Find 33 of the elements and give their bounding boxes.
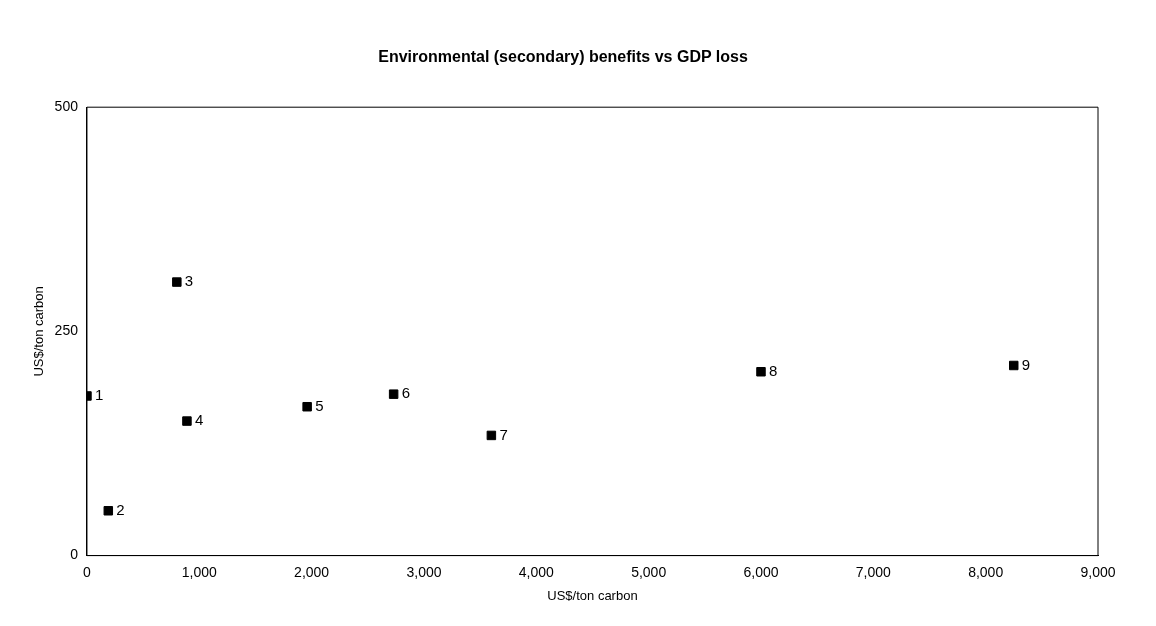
point [172, 277, 182, 287]
chart-title: Environmental (secondary) benefits vs GDP loss [378, 48, 748, 66]
point [182, 416, 192, 426]
annotation: 6 [401, 384, 410, 402]
point [103, 506, 114, 516]
point [486, 430, 497, 441]
x-tick-label: 6,000 [743, 563, 779, 580]
point [1009, 360, 1019, 371]
annotation: 2 [116, 500, 125, 518]
x-tick-label: 0 [83, 563, 92, 580]
annotation: 8 [768, 361, 778, 379]
point [756, 367, 766, 377]
x-tick-label: 9,000 [1080, 563, 1116, 580]
annotation: 5 [315, 396, 324, 414]
x-tick-label: 3,000 [406, 563, 442, 580]
point [388, 389, 399, 399]
x-tick-label: 7,000 [855, 563, 892, 580]
y-tick-label: 500 [54, 98, 79, 115]
x-tick-label: 8,000 [968, 563, 1004, 580]
annotation: 1 [94, 386, 104, 404]
x-tick-label: 5,000 [631, 563, 667, 580]
x-tick-label: 1,000 [181, 563, 218, 580]
point [302, 401, 312, 412]
x-tick-label: 2,000 [294, 563, 330, 580]
y-tick-label: 250 [54, 322, 79, 339]
y-axis-title: US$/ton carbon [31, 286, 47, 377]
annotation: 3 [184, 272, 194, 290]
y-tick-label: 0 [70, 546, 79, 563]
x-tick-label: 4,000 [518, 563, 555, 580]
x-axis-title: US$/ton carbon [547, 587, 638, 603]
annotation: 9 [1021, 355, 1031, 373]
annotation: 4 [194, 411, 204, 429]
annotation: 7 [499, 425, 508, 443]
